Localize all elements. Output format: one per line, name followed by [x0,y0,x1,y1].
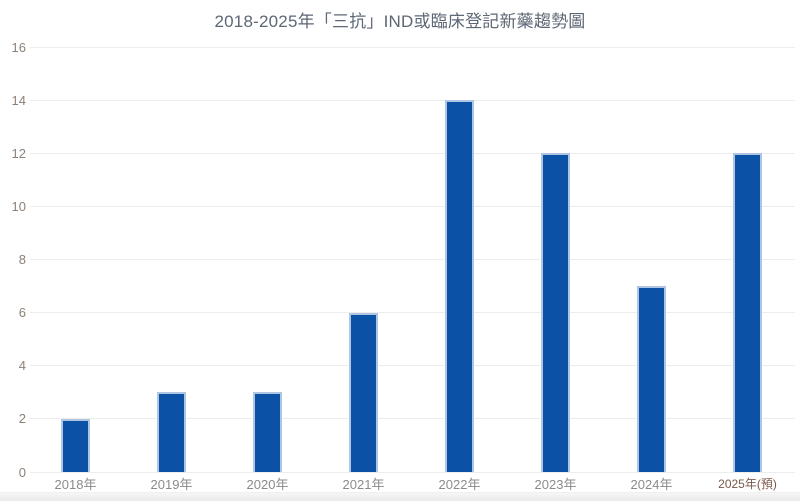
x-axis-tick-label: 2021年 [342,477,385,492]
gridline [30,99,795,101]
x-axis-tick-label: 2025年(預) [718,477,777,491]
x-axis-tick-label: 2023年 [534,477,577,492]
bar-2019年 [157,392,186,472]
gridline [30,205,795,207]
x-axis-tick-label: 2024年 [630,477,673,492]
y-axis-tick-label: 10 [11,198,26,214]
bar-2023年 [541,153,570,472]
y-axis-tick-label: 4 [18,358,26,374]
y-axis-tick-label: 2 [18,411,26,427]
y-axis-tick-label: 14 [11,92,26,108]
y-axis-tick-label: 12 [11,145,26,161]
x-axis-tick-label: 2018年 [54,477,97,492]
bar-2024年 [637,286,666,472]
x-axis-tick-label: 2022年 [438,477,481,492]
gridline [30,471,795,473]
bottom-edge-strip [0,492,800,501]
bar-2021年 [349,312,378,472]
bar-2025年(預) [733,153,762,472]
bar-2022年 [445,100,474,472]
bar-2020年 [253,392,282,472]
y-axis-tick-label: 6 [18,305,26,321]
gridline [30,365,795,367]
x-axis-tick-label: 2019年 [150,477,193,492]
gridline [30,312,795,314]
y-axis-tick-label: 0 [18,464,26,480]
gridline [30,259,795,260]
gridline [30,152,795,154]
chart-title: 2018-2025年「三抗」IND或臨床登記新藥趨勢圖 [214,12,586,31]
bar-2018年 [61,418,90,472]
y-axis-tick-label: 8 [18,252,26,267]
x-axis-tick-label: 2020年 [246,477,289,492]
gridline [30,46,795,48]
y-axis-tick-label: 16 [11,39,26,55]
gridline [30,418,795,420]
